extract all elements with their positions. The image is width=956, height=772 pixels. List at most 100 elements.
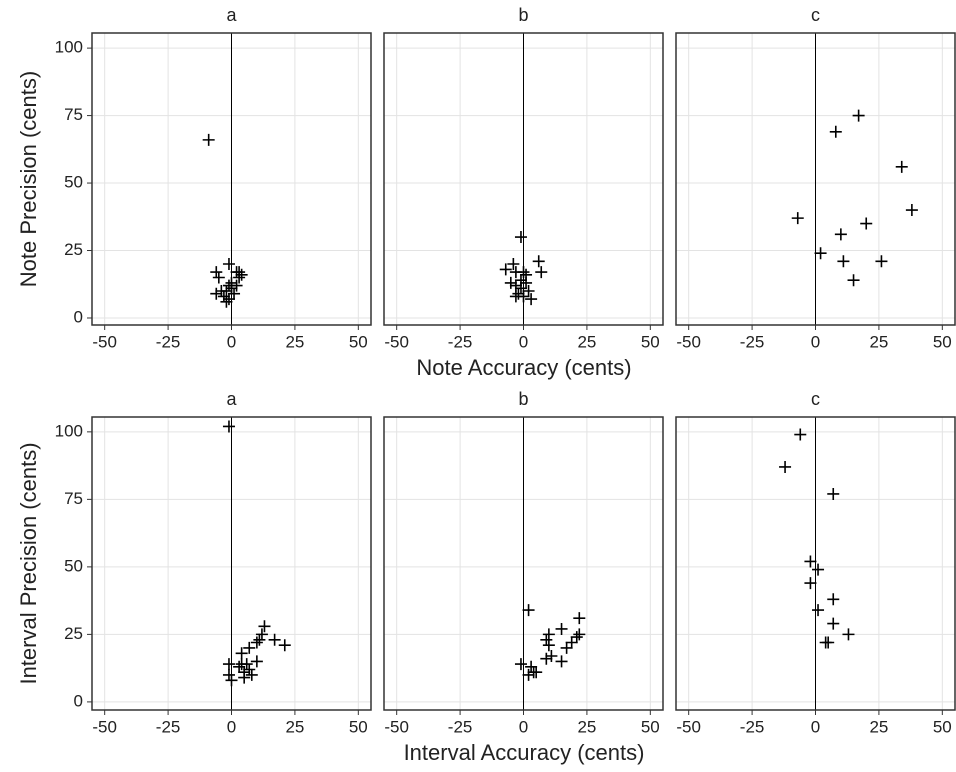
panel-border — [675, 32, 956, 326]
x-tick-label: -50 — [92, 717, 117, 736]
x-tick-label: -50 — [676, 332, 701, 351]
point — [514, 658, 527, 671]
point — [829, 125, 842, 138]
x-tick-label: -25 — [448, 717, 473, 736]
point — [522, 668, 535, 681]
point — [791, 212, 804, 225]
panel-border — [91, 416, 372, 711]
point — [509, 279, 522, 292]
point — [852, 109, 865, 122]
y-tick-label: 100 — [55, 38, 83, 57]
point — [228, 287, 241, 300]
point — [278, 639, 291, 652]
point — [225, 674, 238, 687]
point — [507, 258, 520, 271]
point — [222, 258, 235, 271]
point — [895, 160, 908, 173]
x-tick-label: 50 — [641, 717, 660, 736]
y-tick-label: 50 — [64, 173, 83, 192]
point — [202, 133, 215, 146]
x-tick-label: -25 — [448, 332, 473, 351]
point — [235, 268, 248, 281]
x-tick-label: -50 — [384, 332, 409, 351]
point — [250, 636, 263, 649]
point — [542, 639, 555, 652]
point — [847, 274, 860, 287]
panel-border — [383, 416, 664, 711]
point — [837, 255, 850, 268]
x-tick-label: -25 — [740, 717, 765, 736]
point — [540, 633, 553, 646]
point — [860, 217, 873, 230]
point — [555, 622, 568, 635]
point — [243, 641, 256, 654]
x-tick-label: 25 — [869, 717, 888, 736]
x-tick-label: 0 — [519, 332, 528, 351]
point — [233, 266, 246, 279]
x-axis-label: Note Accuracy (cents) — [416, 355, 631, 380]
x-tick-label: 50 — [641, 332, 660, 351]
point — [812, 604, 825, 617]
point — [217, 290, 230, 303]
x-tick-label: 25 — [577, 717, 596, 736]
point — [220, 295, 233, 308]
point — [512, 287, 525, 300]
point — [794, 428, 807, 441]
point — [222, 420, 235, 433]
point — [210, 287, 223, 300]
point — [875, 255, 888, 268]
point — [499, 263, 512, 276]
point — [258, 620, 271, 633]
x-tick-label: -50 — [92, 332, 117, 351]
facet-title: c — [811, 5, 820, 25]
x-tick-label: -25 — [740, 332, 765, 351]
point — [535, 266, 548, 279]
facet-title: c — [811, 389, 820, 409]
point — [525, 660, 538, 673]
panel-border — [383, 32, 664, 326]
point — [540, 652, 553, 665]
x-tick-label: 25 — [285, 332, 304, 351]
point — [822, 636, 835, 649]
y-axis-label: Interval Precision (cents) — [16, 442, 41, 684]
x-tick-label: -25 — [156, 332, 181, 351]
y-tick-label: 75 — [64, 489, 83, 508]
point — [233, 660, 246, 673]
point — [520, 276, 533, 289]
x-tick-label: 50 — [933, 332, 952, 351]
point — [814, 247, 827, 260]
point — [268, 633, 281, 646]
point — [225, 276, 238, 289]
point — [514, 231, 527, 244]
point — [222, 668, 235, 681]
panel-border — [91, 32, 372, 326]
point — [255, 628, 268, 641]
y-tick-label: 50 — [64, 556, 83, 575]
x-tick-label: 0 — [811, 717, 820, 736]
point — [905, 204, 918, 217]
y-tick-label: 0 — [74, 691, 83, 710]
point — [222, 293, 235, 306]
x-tick-label: 0 — [519, 717, 528, 736]
point — [532, 255, 545, 268]
point — [560, 641, 573, 654]
point — [517, 266, 530, 279]
x-tick-label: -50 — [384, 717, 409, 736]
point — [545, 649, 558, 662]
x-tick-label: 50 — [349, 332, 368, 351]
point — [210, 266, 223, 279]
x-tick-label: 25 — [285, 717, 304, 736]
x-tick-label: 25 — [869, 332, 888, 351]
facet-title: a — [226, 389, 237, 409]
point — [230, 279, 243, 292]
point — [834, 228, 847, 241]
point — [253, 633, 266, 646]
point — [570, 631, 583, 644]
point — [804, 555, 817, 568]
point — [827, 617, 840, 630]
x-tick-label: 50 — [933, 717, 952, 736]
point — [827, 593, 840, 606]
y-tick-label: 100 — [55, 421, 83, 440]
y-tick-label: 75 — [64, 105, 83, 124]
